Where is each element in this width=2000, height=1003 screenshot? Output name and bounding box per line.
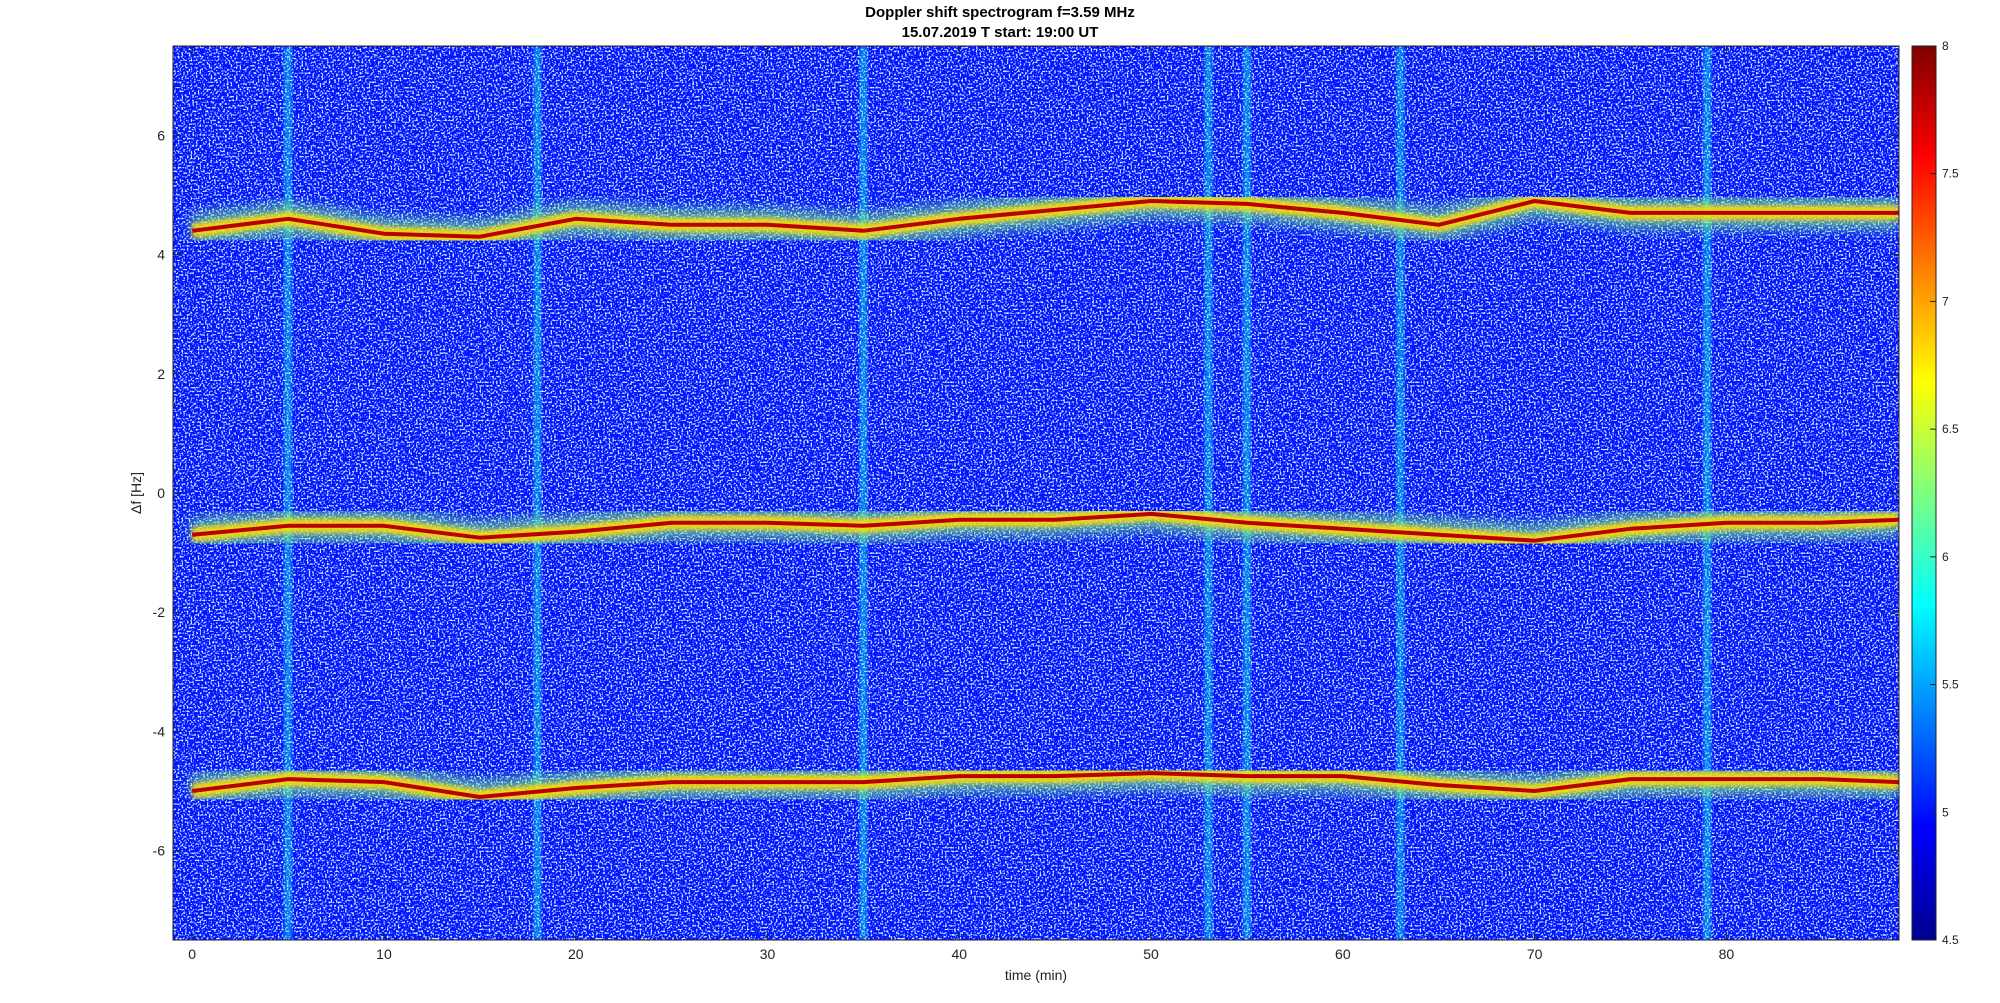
x-tick-label: 10 [376, 946, 392, 962]
vertical-stripe [1396, 46, 1405, 940]
x-tick-label: 40 [951, 946, 967, 962]
y-axis-label: Δf [Hz] [128, 472, 144, 514]
colorbar-tick-label: 7 [1942, 294, 1949, 308]
colorbar-tick-label: 7.5 [1942, 167, 1959, 181]
x-tick-label: 30 [760, 946, 776, 962]
x-tick-label: 0 [188, 946, 196, 962]
colorbar-tick-label: 8 [1942, 39, 1949, 53]
x-tick-label: 50 [1143, 946, 1159, 962]
trace-ridge [192, 511, 1899, 543]
x-tick-label: 20 [568, 946, 584, 962]
vertical-stripe [1204, 46, 1213, 940]
y-tick-label: 2 [157, 366, 165, 382]
x-tick-label: 80 [1719, 946, 1735, 962]
colorbar-tick-label: 6.5 [1942, 422, 1959, 436]
x-tick-label: 60 [1335, 946, 1351, 962]
x-axis-label: time (min) [1005, 967, 1067, 983]
colorbar-ticks: 8 7.5 7 6.5 6 5.5 5 4.5 [1930, 39, 1959, 947]
vertical-stripe [284, 46, 293, 940]
vertical-stripe [533, 46, 542, 940]
vertical-stripe [1703, 46, 1712, 940]
colorbar-tick-label: 6 [1942, 550, 1949, 564]
vertical-stripe [859, 46, 868, 940]
colorbar-tick-label: 5 [1942, 805, 1949, 819]
colorbar-tick-label: 4.5 [1942, 933, 1959, 947]
chart-subtitle: 15.07.2019 T start: 19:00 UT [901, 24, 1099, 41]
vertical-stripe [1242, 46, 1251, 940]
chart-title: Doppler shift spectrogram f=3.59 MHz [865, 4, 1135, 21]
y-tick-label: -6 [153, 843, 166, 859]
spectrogram-image [173, 46, 1899, 940]
y-tick-label: 6 [157, 127, 165, 143]
y-axis: 6 4 2 0 -2 -4 -6 [153, 127, 1899, 859]
x-axis: 0 10 20 30 40 50 60 70 80 [188, 46, 1734, 962]
trace-ridge [191, 199, 1899, 239]
colorbar [1911, 45, 1937, 941]
trace-ridge [191, 771, 1899, 799]
y-tick-label: -2 [153, 604, 166, 620]
colorbar-tick-label: 5.5 [1942, 678, 1959, 692]
x-tick-label: 70 [1527, 946, 1543, 962]
y-tick-label: 0 [157, 485, 165, 501]
y-tick-label: -4 [153, 723, 166, 739]
y-tick-label: 4 [157, 247, 165, 263]
